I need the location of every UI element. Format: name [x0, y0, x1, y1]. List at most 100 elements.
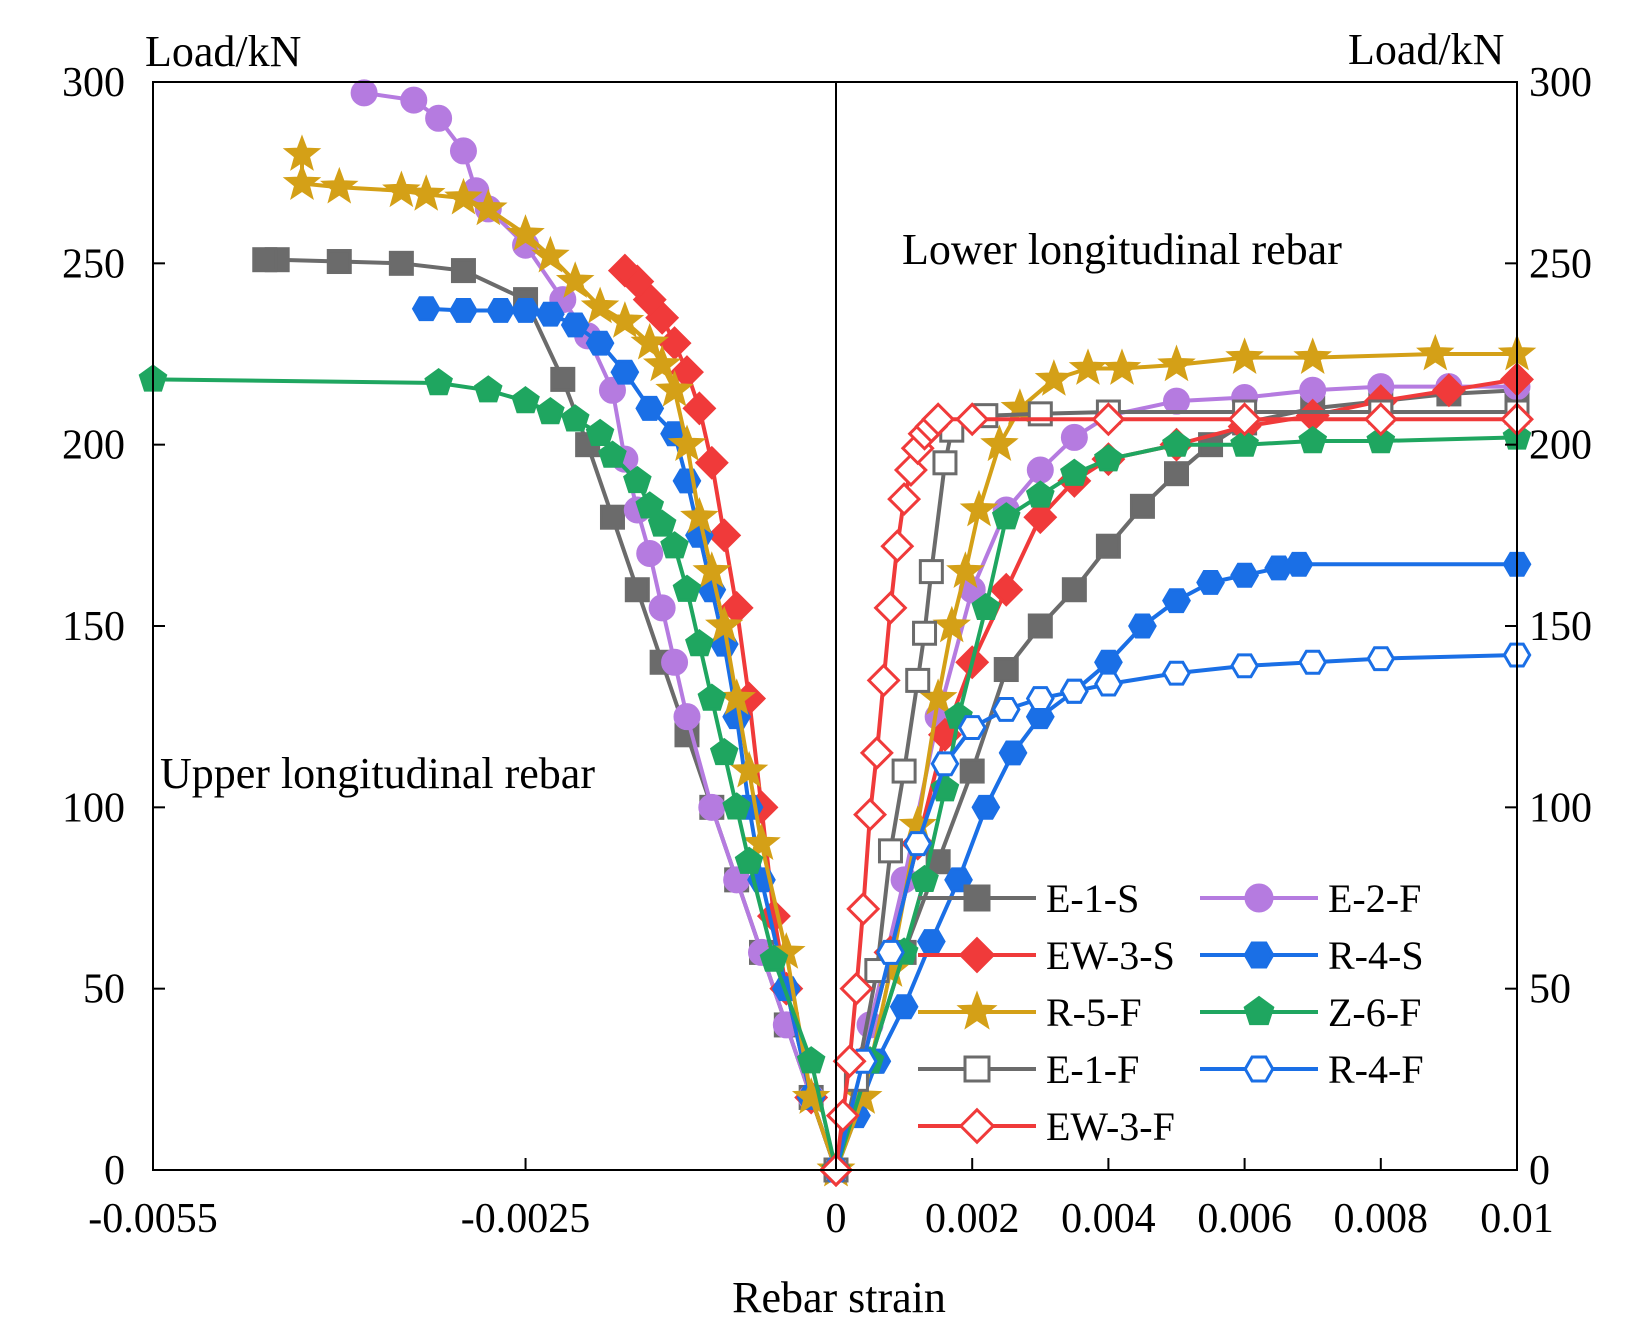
- data-point-z-6-f-lower: [910, 864, 939, 892]
- data-point-r-5-f-lower: [1068, 348, 1108, 385]
- data-point-e-2-f-upper: [350, 79, 378, 107]
- data-point-r-4-s-lower: [1196, 570, 1225, 595]
- y-tick-label-right: 150: [1529, 604, 1592, 650]
- data-point-z-6-f-upper: [796, 1046, 826, 1074]
- data-point-r-4-s-lower: [916, 929, 946, 954]
- data-point-r-4-s-lower: [1128, 613, 1157, 639]
- data-point-e-1-s-lower: [959, 758, 985, 784]
- data-point-z-6-f-lower: [1298, 425, 1328, 454]
- data-point-z-6-f-lower: [1162, 429, 1191, 457]
- data-point-r-5-f-upper: [282, 163, 322, 200]
- data-point-z-6-f-upper: [685, 629, 714, 657]
- x-tick-label: -0.0055: [88, 1196, 218, 1242]
- data-point-z-6-f-upper: [511, 386, 540, 414]
- data-point-r-5-f-lower: [1157, 344, 1196, 382]
- data-point-r-5-f-upper: [406, 174, 446, 211]
- y-tick-label-right: 0: [1529, 1148, 1550, 1194]
- y-tick-label-left: 300: [62, 60, 125, 106]
- legend-marker-ew-3-s: [958, 936, 996, 974]
- x-tick-label: 0.01: [1480, 1196, 1554, 1242]
- data-point-r-5-f-lower: [946, 551, 985, 588]
- data-point-r-4-s-lower: [1230, 562, 1260, 588]
- data-point-r-4-f-lower: [1230, 653, 1260, 679]
- legend-label-r-4-f: R-4-F: [1328, 1047, 1424, 1092]
- annotation-lower-rebar: Lower longitudinal rebar: [902, 225, 1342, 274]
- series-r-4-f: [821, 642, 1532, 1183]
- data-point-e-2-f-lower: [1060, 423, 1088, 451]
- data-point-r-5-f-upper: [555, 261, 595, 298]
- data-point-e-1-f-lower: [905, 667, 931, 693]
- data-point-r-5-f-upper: [531, 235, 570, 273]
- data-point-e-1-s-upper: [450, 258, 476, 284]
- data-point-r-5-f-upper: [791, 1077, 831, 1114]
- data-point-z-6-f-upper: [697, 683, 727, 711]
- legend-label-r-4-s: R-4-S: [1328, 933, 1424, 978]
- legend-marker-r-4-s: [1243, 941, 1275, 969]
- data-point-r-4-f-lower: [1025, 686, 1055, 711]
- data-point-r-4-s-lower: [1094, 649, 1123, 675]
- data-point-z-6-f-lower: [1366, 425, 1396, 454]
- data-point-r-5-f-lower: [980, 424, 1019, 462]
- data-point-r-5-f-lower: [918, 678, 958, 715]
- data-point-z-6-f-upper: [536, 396, 565, 425]
- data-point-r-4-s-upper: [535, 301, 565, 327]
- data-point-r-4-s-upper: [635, 395, 665, 421]
- data-point-z-6-f-upper: [709, 737, 739, 766]
- legend-item-e-1-f: E-1-F: [918, 1047, 1139, 1092]
- data-point-r-5-f-upper: [469, 188, 508, 226]
- legend-label-e-1-f: E-1-F: [1046, 1047, 1139, 1092]
- data-point-ew-3-s-upper: [694, 445, 729, 480]
- data-point-r-5-f-lower: [1416, 333, 1455, 371]
- y-tick-label-left: 200: [62, 423, 125, 469]
- legend-item-r-5-f: R-5-F: [918, 990, 1142, 1035]
- legend-label-ew-3-f: EW-3-F: [1046, 1104, 1175, 1149]
- legend-marker-r-4-f: [1243, 1055, 1275, 1083]
- annotation-upper-rebar: Upper longitudinal rebar: [160, 749, 595, 798]
- data-point-ew-3-f-lower: [921, 402, 956, 437]
- data-point-e-1-f-lower: [877, 838, 903, 864]
- data-point-r-4-s-lower: [889, 994, 919, 1020]
- x-tick-label: -0.0025: [461, 1196, 591, 1242]
- x-tick-label: 0.006: [1197, 1196, 1292, 1242]
- y-tick-label-left: 150: [62, 604, 125, 650]
- legend-marker-e-1-s: [963, 884, 991, 912]
- data-point-z-6-f-lower: [971, 592, 1001, 620]
- data-point-r-4-s-lower: [1162, 588, 1191, 614]
- data-point-r-4-s-upper: [610, 359, 640, 385]
- data-point-r-5-f-lower: [1102, 348, 1142, 385]
- data-point-ew-3-f-lower: [1227, 402, 1262, 437]
- data-point-e-1-s-upper: [599, 504, 625, 530]
- data-point-r-4-s-lower: [1284, 551, 1314, 577]
- data-point-e-1-s-lower: [1061, 577, 1087, 603]
- data-point-e-2-f-lower: [1163, 387, 1190, 415]
- data-point-r-5-f-lower: [959, 489, 999, 527]
- data-point-e-2-f-upper: [673, 703, 701, 731]
- x-tick-label: 0: [826, 1196, 847, 1242]
- data-point-r-5-f-upper: [506, 214, 545, 251]
- data-point-r-5-f-upper: [742, 823, 781, 860]
- legend-label-e-2-f: E-2-F: [1328, 876, 1421, 921]
- data-point-e-1-s-upper: [326, 249, 352, 275]
- series-line-z-6-f-lower: [834, 435, 1518, 1171]
- series-line-r-4-s-upper: [426, 306, 838, 1171]
- data-point-r-4-f-lower: [991, 697, 1021, 722]
- data-point-r-5-f-lower: [932, 605, 971, 643]
- data-point-ew-3-f-lower: [955, 402, 990, 437]
- data-point-r-5-f-upper: [444, 177, 483, 215]
- data-point-z-6-f-lower: [1230, 429, 1259, 457]
- data-point-r-5-f-upper: [282, 134, 322, 171]
- data-point-r-5-f-lower: [1034, 359, 1074, 396]
- data-point-ew-3-f-lower: [859, 735, 894, 770]
- y-tick-label-left: 100: [62, 785, 125, 831]
- data-point-e-2-f-upper: [425, 104, 453, 132]
- data-point-ew-3-f-lower: [846, 891, 881, 926]
- data-point-r-4-s-lower: [998, 740, 1028, 766]
- data-point-e-2-f-upper: [661, 648, 689, 676]
- data-point-e-2-f-upper: [400, 86, 428, 114]
- data-point-r-5-f-upper: [642, 344, 682, 382]
- legend-item-ew-3-s: EW-3-S: [918, 933, 1175, 978]
- data-point-e-2-f-lower: [1299, 376, 1327, 404]
- data-point-e-1-s-upper: [550, 366, 576, 392]
- data-point-r-4-f-lower: [1094, 671, 1123, 697]
